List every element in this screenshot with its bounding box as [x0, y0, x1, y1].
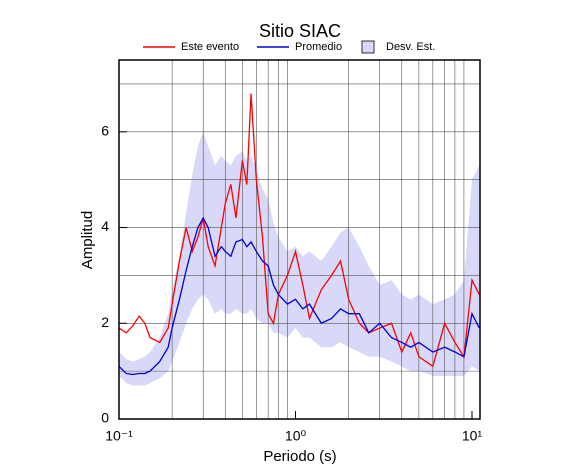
y-axis-label: Amplitud [79, 211, 96, 269]
y-tick-label: 6 [101, 123, 109, 139]
x-tick-label: 10¹ [462, 428, 483, 444]
legend-label: Este evento [181, 41, 239, 53]
legend-label: Promedio [295, 41, 342, 53]
y-tick-label: 2 [101, 314, 109, 330]
x-tick-label: 10⁰ [285, 428, 307, 444]
series-line [118, 216, 480, 376]
legend-label: Desv. Est. [386, 41, 435, 53]
x-tick-label: 10⁻¹ [105, 428, 133, 444]
plot-frame [118, 59, 481, 420]
x-axis-label: Periodo (s) [263, 448, 336, 465]
std-band [119, 131, 480, 386]
legend-swatch [361, 40, 375, 54]
y-tick-label: 0 [101, 410, 109, 426]
series-line [118, 93, 480, 368]
y-tick-label: 4 [101, 218, 109, 234]
chart-title: Sitio SIAC [259, 21, 341, 41]
